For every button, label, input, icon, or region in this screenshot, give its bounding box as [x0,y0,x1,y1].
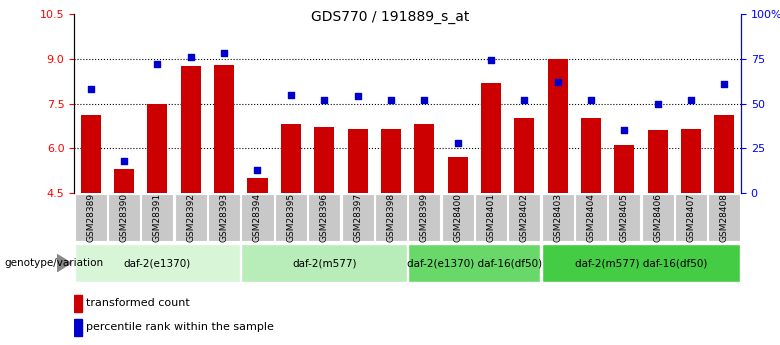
Bar [647,130,668,193]
Bar [615,145,634,193]
FancyBboxPatch shape [408,194,440,240]
Text: GSM28405: GSM28405 [620,193,629,242]
Text: GSM28390: GSM28390 [119,193,129,242]
FancyBboxPatch shape [275,194,307,240]
FancyBboxPatch shape [375,194,407,240]
Text: daf-2(m577): daf-2(m577) [292,258,356,268]
Text: GSM28406: GSM28406 [653,193,662,242]
Point [585,97,597,103]
FancyBboxPatch shape [708,194,740,240]
Text: transformed count: transformed count [86,298,190,308]
Bar [414,125,434,193]
Text: GSM28403: GSM28403 [553,193,562,242]
Text: GSM28399: GSM28399 [420,193,429,242]
FancyBboxPatch shape [575,194,607,240]
Point [452,140,464,146]
Point [518,97,530,103]
Point [318,97,331,103]
Text: daf-2(e1370): daf-2(e1370) [124,258,191,268]
Point [385,97,397,103]
Point [84,86,97,92]
Bar [714,116,734,193]
Text: GSM28398: GSM28398 [386,193,395,242]
FancyBboxPatch shape [541,244,740,283]
Bar [281,125,301,193]
FancyBboxPatch shape [675,194,707,240]
Point [551,79,564,85]
Point [685,97,697,103]
FancyBboxPatch shape [308,194,340,240]
Bar [314,127,334,193]
Bar [74,295,83,312]
Bar [215,65,234,193]
Point [185,54,197,60]
Bar [581,118,601,193]
Bar [181,66,200,193]
Text: percentile rank within the sample: percentile rank within the sample [86,323,274,333]
Text: GSM28396: GSM28396 [320,193,328,242]
Text: GSM28392: GSM28392 [186,193,195,242]
Point [251,167,264,172]
FancyBboxPatch shape [208,194,240,240]
Text: GSM28408: GSM28408 [720,193,729,242]
FancyBboxPatch shape [175,194,207,240]
Text: GSM28389: GSM28389 [87,193,95,242]
FancyBboxPatch shape [541,194,573,240]
Point [718,81,731,87]
Bar [381,129,401,193]
Bar [114,169,134,193]
Text: daf-2(e1370) daf-16(df50): daf-2(e1370) daf-16(df50) [406,258,542,268]
Text: GSM28407: GSM28407 [686,193,696,242]
Bar [147,104,168,193]
Bar [681,129,701,193]
Bar [481,82,501,193]
FancyBboxPatch shape [75,244,240,283]
Text: GSM28402: GSM28402 [519,193,529,242]
Point [618,128,630,133]
Text: GDS770 / 191889_s_at: GDS770 / 191889_s_at [310,10,470,24]
Point [218,50,230,56]
FancyBboxPatch shape [342,194,374,240]
Point [151,61,164,67]
FancyBboxPatch shape [441,194,473,240]
Text: GSM28397: GSM28397 [353,193,362,242]
Bar [548,59,568,193]
Point [418,97,431,103]
FancyBboxPatch shape [642,194,674,240]
Text: GSM28391: GSM28391 [153,193,162,242]
Text: daf-2(m577) daf-16(df50): daf-2(m577) daf-16(df50) [575,258,707,268]
Text: GSM28393: GSM28393 [220,193,229,242]
Bar [348,129,367,193]
FancyBboxPatch shape [75,194,107,240]
FancyBboxPatch shape [509,194,541,240]
Point [484,58,497,63]
FancyBboxPatch shape [608,194,640,240]
Text: genotype/variation: genotype/variation [4,258,103,268]
Bar [247,178,268,193]
Bar [74,319,83,336]
Point [351,93,363,99]
FancyBboxPatch shape [475,194,507,240]
FancyBboxPatch shape [408,244,541,283]
Point [651,101,664,106]
FancyBboxPatch shape [242,244,407,283]
Text: GSM28395: GSM28395 [286,193,296,242]
Text: GSM28401: GSM28401 [487,193,495,242]
Polygon shape [57,255,71,272]
Point [285,92,297,97]
Text: GSM28404: GSM28404 [587,193,595,242]
Bar [448,157,467,193]
Bar [514,118,534,193]
FancyBboxPatch shape [141,194,173,240]
Text: GSM28394: GSM28394 [253,193,262,242]
Point [118,158,130,164]
FancyBboxPatch shape [242,194,274,240]
Bar [81,116,101,193]
Text: GSM28400: GSM28400 [453,193,462,242]
FancyBboxPatch shape [108,194,140,240]
